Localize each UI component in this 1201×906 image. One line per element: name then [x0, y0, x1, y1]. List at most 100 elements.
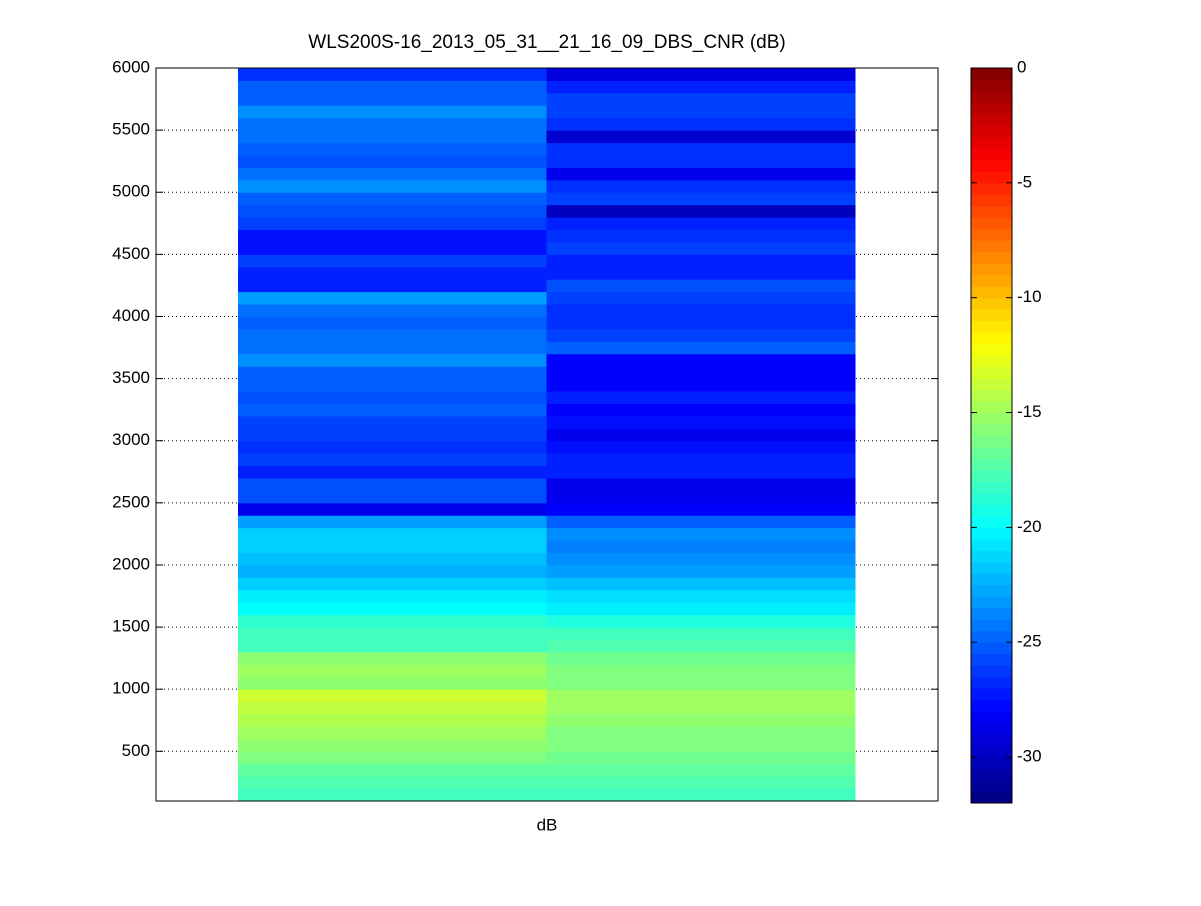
colorbar-swatch — [971, 515, 1012, 528]
heatmap-cell — [238, 353, 547, 367]
colorbar-swatch — [971, 596, 1012, 609]
heatmap-cell — [238, 651, 547, 665]
colorbar-tick-label: -25 — [1017, 632, 1042, 651]
colorbar-frame — [970, 67, 1013, 804]
heatmap-cell — [238, 714, 547, 727]
colorbar-swatch — [971, 343, 1012, 356]
heatmap-cell — [238, 378, 547, 392]
colorbar-swatch — [971, 159, 1012, 172]
colorbar-swatch — [971, 550, 1012, 563]
heatmap-cell — [546, 763, 856, 777]
colorbar-tick-label: -15 — [1017, 402, 1042, 421]
colorbar-swatch — [971, 711, 1012, 724]
heatmap-cell — [238, 266, 547, 280]
heatmap-cell — [546, 552, 856, 566]
colorbar-swatch — [971, 722, 1012, 735]
heatmap-cell — [546, 515, 856, 529]
colorbar-swatch — [971, 619, 1012, 632]
chart-title: WLS200S-16_2013_05_31__21_16_09_DBS_CNR … — [308, 32, 785, 53]
heatmap-cell — [546, 714, 856, 727]
heatmap-cell — [238, 453, 547, 467]
heatmap-cell — [546, 540, 856, 554]
heatmap-cell — [238, 589, 547, 603]
heatmap-cell — [238, 689, 547, 703]
heatmap-cell — [238, 68, 547, 81]
heatmap-cell — [546, 217, 856, 231]
heatmap-cell — [238, 440, 547, 454]
y-tick-label: 5000 — [112, 182, 150, 201]
heatmap-cell — [546, 490, 856, 504]
heatmap-cell — [546, 254, 856, 268]
heatmap-cell — [238, 142, 547, 156]
colorbar-swatch — [971, 286, 1012, 299]
heatmap-cell — [238, 788, 547, 802]
colorbar-swatch — [971, 504, 1012, 517]
heatmap-cell — [238, 664, 547, 678]
colorbar-swatch — [971, 148, 1012, 161]
heatmap-cell — [546, 651, 856, 665]
heatmap-cell — [238, 316, 547, 330]
heatmap-cell — [546, 788, 856, 802]
heatmap-cell — [546, 477, 856, 491]
heatmap-cell — [546, 229, 856, 243]
heatmap-cell — [546, 639, 856, 653]
y-tick-label: 2000 — [112, 554, 150, 573]
y-tick-label: 2500 — [112, 492, 150, 511]
colorbar-swatch — [971, 458, 1012, 471]
heatmap-cell — [546, 130, 856, 144]
heatmap-cell — [238, 204, 547, 218]
heatmap-cell — [238, 291, 547, 305]
heatmap-cell — [238, 627, 547, 640]
heatmap-cell — [238, 465, 547, 479]
heatmap-cell — [546, 179, 856, 193]
heatmap-cell — [238, 241, 547, 255]
colorbar-swatch — [971, 469, 1012, 482]
heatmap-cell — [238, 676, 547, 690]
heatmap-cell — [238, 92, 547, 106]
heatmap-cell — [546, 279, 856, 293]
colorbar-tick-label: -30 — [1017, 747, 1042, 766]
heatmap-cell — [238, 254, 547, 268]
colorbar-swatch — [971, 251, 1012, 264]
y-tick-label: 1500 — [112, 617, 150, 636]
colorbar-swatch — [971, 297, 1012, 310]
heatmap-cell — [546, 117, 856, 131]
colorbar-swatch — [971, 102, 1012, 115]
heatmap-cell — [238, 366, 547, 380]
heatmap-cell — [546, 415, 856, 429]
heatmap-cell — [238, 726, 547, 740]
heatmap-cell — [546, 453, 856, 467]
heatmap-cell — [238, 304, 547, 317]
heatmap-cell — [238, 614, 547, 628]
heatmap-cell — [546, 664, 856, 678]
heatmap-cell — [238, 527, 547, 541]
colorbar-swatch — [971, 205, 1012, 218]
heatmap-cell — [546, 167, 856, 181]
colorbar-swatch — [971, 389, 1012, 402]
heatmap-cell — [546, 304, 856, 317]
y-tick-label: 6000 — [112, 57, 150, 76]
colorbar-swatch — [971, 492, 1012, 505]
colorbar-swatch — [971, 745, 1012, 758]
y-tick-label: 4500 — [112, 244, 150, 263]
colorbar-swatch — [971, 136, 1012, 149]
heatmap-cell — [238, 502, 547, 516]
heatmap-cell — [546, 602, 856, 616]
heatmap-cell — [238, 490, 547, 504]
heatmap-cell — [546, 614, 856, 628]
heatmap-cell — [238, 403, 547, 417]
heatmap-cell — [546, 776, 856, 790]
colorbar-swatch — [971, 768, 1012, 781]
colorbar-swatch — [971, 665, 1012, 678]
heatmap-cell — [238, 229, 547, 243]
colorbar-tick-label: -20 — [1017, 517, 1042, 536]
heatmap-cell — [546, 428, 856, 442]
heatmap-cell — [546, 391, 856, 404]
axes: 500 1000 1500 2000 2500 3000 3500 4000 4500 5000 5… — [112, 57, 939, 802]
colorbar-swatch — [971, 630, 1012, 643]
heatmap-cell — [546, 403, 856, 417]
heatmap-cell — [546, 366, 856, 380]
heatmap-cell — [546, 676, 856, 690]
y-tick-label: 3000 — [112, 430, 150, 449]
